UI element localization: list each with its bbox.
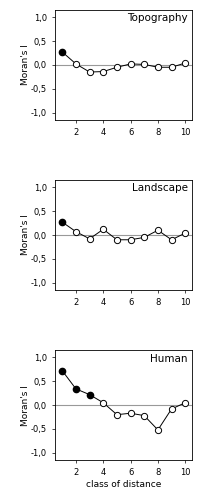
Text: Landscape: Landscape (132, 184, 188, 194)
Y-axis label: Moran's I: Moran's I (21, 214, 30, 256)
X-axis label: class of distance: class of distance (86, 480, 161, 489)
Y-axis label: Moran's I: Moran's I (21, 44, 30, 86)
Y-axis label: Moran's I: Moran's I (21, 384, 30, 426)
Text: Topography: Topography (127, 14, 188, 24)
Text: Human: Human (150, 354, 188, 364)
